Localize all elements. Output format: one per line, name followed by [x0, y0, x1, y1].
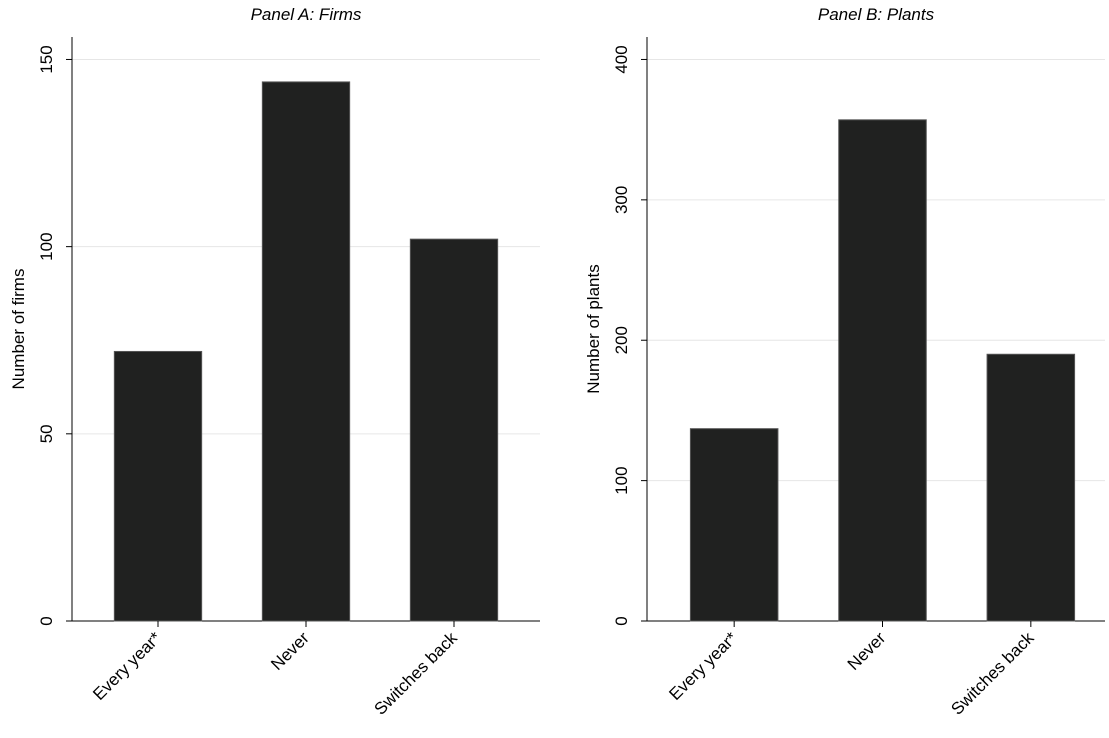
y-axis-label: Number of plants: [584, 264, 603, 393]
y-tick-label: 150: [37, 45, 56, 73]
x-tick-label: Switches back: [371, 628, 462, 719]
x-tick-label: Switches back: [947, 628, 1038, 719]
bar: [409, 238, 499, 622]
y-tick-label: 0: [37, 616, 56, 625]
x-tick-label: Never: [267, 628, 313, 674]
y-tick-label: 300: [612, 186, 631, 214]
y-tick-label: 0: [612, 616, 631, 625]
y-tick-label: 100: [612, 466, 631, 494]
bar: [838, 119, 927, 622]
bar: [113, 350, 203, 622]
y-axis-label: Number of firms: [9, 269, 28, 390]
x-tick-label: Every year*: [665, 628, 741, 704]
y-tick-label: 400: [612, 45, 631, 73]
x-tick-label: Every year*: [89, 628, 165, 704]
bar: [986, 353, 1076, 622]
y-tick-label: 50: [37, 424, 56, 443]
y-tick-label: 100: [37, 232, 56, 260]
chart-title: Panel A: Firms: [251, 5, 362, 24]
bar: [689, 428, 779, 622]
bar: [261, 81, 351, 622]
chart-title: Panel B: Plants: [818, 5, 935, 24]
x-tick-label: Never: [844, 628, 890, 674]
y-tick-label: 200: [612, 326, 631, 354]
